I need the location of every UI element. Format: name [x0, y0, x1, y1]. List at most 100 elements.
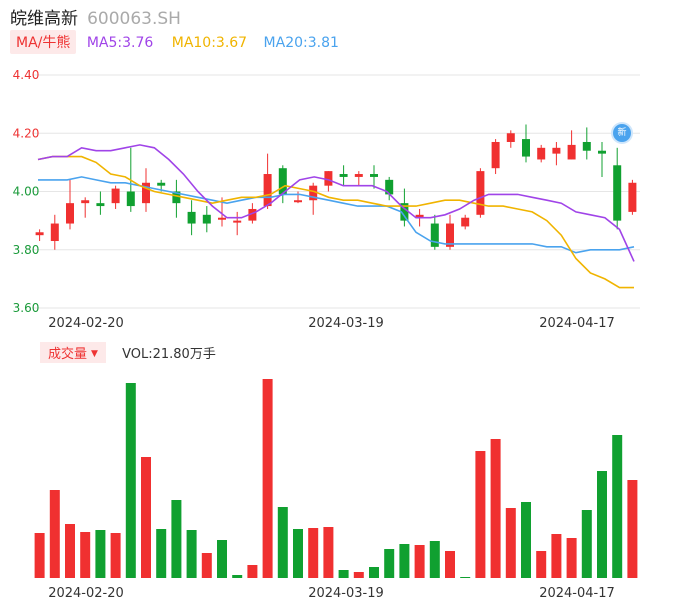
- volume-bar: [429, 541, 440, 578]
- ma20-legend: MA20:3.81: [263, 35, 339, 51]
- candle-body: [613, 165, 622, 221]
- volume-bar: [581, 510, 592, 578]
- volume-bar: [65, 524, 75, 578]
- stock-name: 皖维高新: [10, 9, 78, 29]
- y-tick-label: 4.00: [13, 185, 40, 199]
- ma5-line: [37, 144, 635, 262]
- candle-body: [552, 147, 561, 154]
- ma-indicator-tag[interactable]: MA/牛熊: [10, 30, 77, 54]
- volume-indicator-tag[interactable]: 成交量 ▼: [40, 342, 106, 363]
- candle-body: [385, 179, 394, 195]
- volume-bar: [49, 490, 60, 578]
- candle-body: [248, 208, 257, 221]
- ma20-line: [38, 176, 635, 254]
- candle-body: [187, 211, 196, 224]
- price-x-axis: 2024-02-20 2024-03-19 2024-04-17: [48, 316, 615, 331]
- volume-bar: [384, 549, 395, 578]
- candle-body: [339, 174, 348, 177]
- ma10-legend: MA10:3.67: [171, 35, 248, 51]
- news-badge-icon[interactable]: 新: [613, 124, 631, 142]
- caret-down-icon: ▼: [91, 349, 98, 359]
- volume-bar: [338, 570, 349, 578]
- ma10-line: [37, 155, 634, 289]
- volume-bar: [505, 508, 516, 578]
- volume-bar: [566, 538, 577, 578]
- volume-bar: [201, 553, 212, 578]
- moving-average-lines: [37, 144, 635, 289]
- volume-bar: [597, 471, 607, 578]
- volume-bar: [34, 533, 45, 578]
- candle-body: [567, 144, 576, 160]
- volume-bar: [262, 379, 273, 578]
- candle-body: [430, 223, 439, 247]
- candle-body: [233, 220, 242, 223]
- volume-bar: [80, 532, 91, 578]
- volume-bar: [323, 527, 334, 578]
- volume-bar: [627, 480, 638, 578]
- candle-body: [598, 150, 606, 154]
- candle-body: [491, 141, 500, 169]
- volume-bar: [171, 500, 182, 578]
- volume-legend: 成交量 ▼ VOL:21.80万手: [40, 342, 216, 363]
- candle-body: [476, 171, 485, 215]
- y-tick-label: 3.60: [13, 301, 40, 315]
- candle-body: [172, 191, 181, 204]
- candle-body: [400, 203, 409, 221]
- volume-bar: [414, 545, 425, 578]
- candle-body: [81, 200, 90, 204]
- volume-bar: [399, 544, 410, 578]
- candle-body: [309, 185, 318, 201]
- candle-body: [50, 223, 59, 242]
- candle-body: [111, 188, 120, 204]
- volume-bar: [612, 435, 623, 578]
- volume-bar: [95, 530, 106, 578]
- volume-bar: [536, 551, 547, 578]
- volume-bar: [445, 551, 455, 578]
- stock-code: 600063.SH: [87, 9, 181, 29]
- ma5-legend: MA5:3.76: [86, 35, 154, 51]
- volume-bar: [308, 528, 319, 578]
- candle-body: [370, 174, 378, 177]
- x-tick-label: 2024-02-20: [48, 316, 124, 331]
- volume-bar: [186, 530, 197, 578]
- ma-legend: MA/牛熊 MA5:3.76 MA10:3.67 MA20:3.81: [10, 30, 339, 54]
- candle-body: [522, 139, 530, 157]
- y-tick-label: 3.80: [13, 243, 40, 257]
- stock-header: 皖维高新 600063.SH: [10, 4, 181, 29]
- candle-body: [96, 203, 105, 207]
- candle-body: [354, 174, 363, 177]
- x-tick-label: 2024-04-17: [539, 316, 615, 331]
- x-tick-label: 2024-03-19: [308, 586, 384, 601]
- volume-bar: [521, 502, 531, 578]
- volume-tag-label: 成交量: [48, 347, 88, 362]
- volume-bar: [110, 533, 121, 578]
- candle-body: [294, 200, 302, 203]
- volume-bar: [369, 567, 379, 578]
- volume-bar: [475, 451, 486, 578]
- candle-body: [66, 203, 74, 224]
- volume-bar: [217, 540, 227, 578]
- volume-bar: [490, 439, 501, 578]
- candle-body: [157, 182, 166, 186]
- volume-value: VOL:21.80万手: [122, 347, 216, 362]
- candle-body: [202, 214, 211, 224]
- candle-body: [218, 217, 226, 220]
- price-grid: [32, 74, 640, 309]
- x-tick-label: 2024-02-20: [48, 586, 124, 601]
- candle-body: [446, 223, 454, 247]
- x-tick-label: 2024-03-19: [308, 316, 384, 331]
- candle-body: [415, 214, 424, 218]
- candle-body: [278, 168, 287, 195]
- y-tick-label: 4.40: [13, 68, 40, 82]
- candle-body: [142, 182, 150, 204]
- candle-body: [582, 141, 591, 151]
- candle-body: [628, 182, 637, 212]
- volume-bar: [156, 529, 167, 578]
- candlestick-series: [35, 124, 637, 250]
- candle-body: [35, 232, 44, 236]
- x-tick-label: 2024-04-17: [539, 586, 615, 601]
- volume-bar: [277, 507, 288, 578]
- volume-bar: [125, 383, 136, 578]
- volume-bar: [551, 534, 562, 578]
